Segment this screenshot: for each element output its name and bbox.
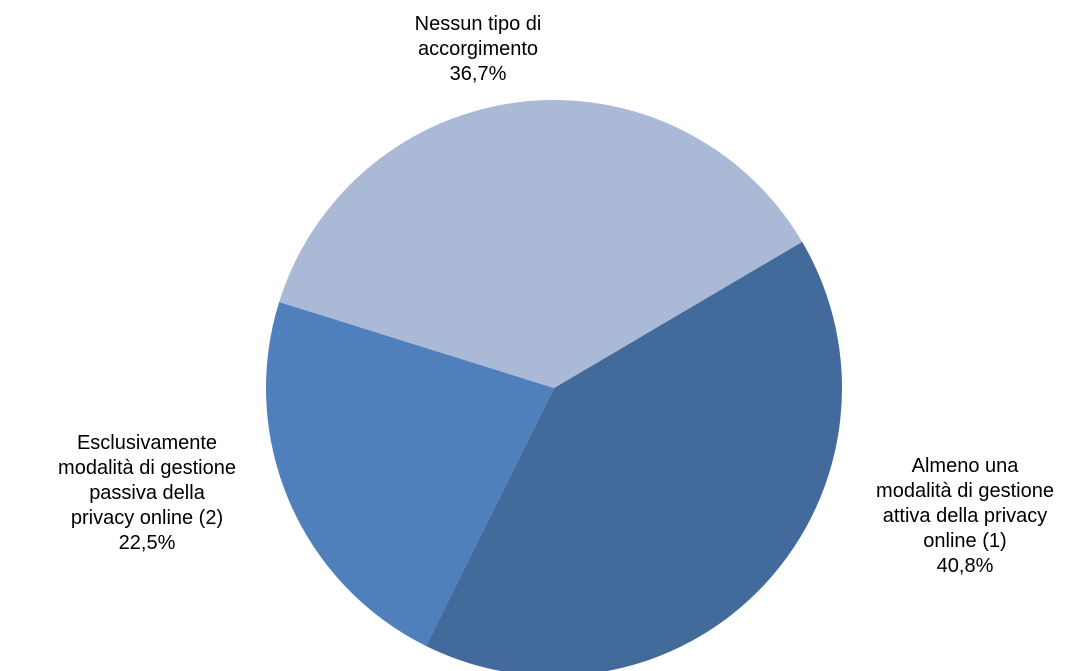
slice-label-3: Nessun tipo di accorgimento 36,7% — [415, 13, 542, 85]
pie-slice-2 — [266, 301, 554, 647]
pie-slices — [266, 100, 842, 671]
slice-category-label: privacy online (2) — [71, 507, 223, 529]
slice-category-label: accorgimento — [418, 38, 538, 60]
slice-category-label: Esclusivamente — [77, 432, 217, 454]
slice-category-label: modalità di gestione — [58, 457, 236, 479]
slice-category-label: attiva della privacy — [883, 505, 1048, 527]
slice-category-label: online (1) — [923, 530, 1006, 552]
slice-category-label: modalità di gestione — [876, 480, 1054, 502]
slice-category-label: passiva della — [89, 482, 206, 504]
slice-category-label: Nessun tipo di — [415, 13, 542, 35]
pie-slice-1 — [426, 241, 842, 671]
slice-value-label: 40,8% — [937, 555, 994, 577]
slice-label-1: Almeno una modalità di gestione attiva del… — [876, 455, 1054, 577]
pie-slice-3 — [279, 100, 803, 389]
slice-value-label: 36,7% — [450, 63, 507, 85]
pie-labels: Almeno una modalità di gestione attiva del… — [58, 13, 1054, 577]
slice-value-label: 22,5% — [119, 532, 176, 554]
slice-category-label: Almeno una — [912, 455, 1020, 477]
slice-label-2: Esclusivamente modalità di gestione passiv… — [58, 432, 236, 554]
